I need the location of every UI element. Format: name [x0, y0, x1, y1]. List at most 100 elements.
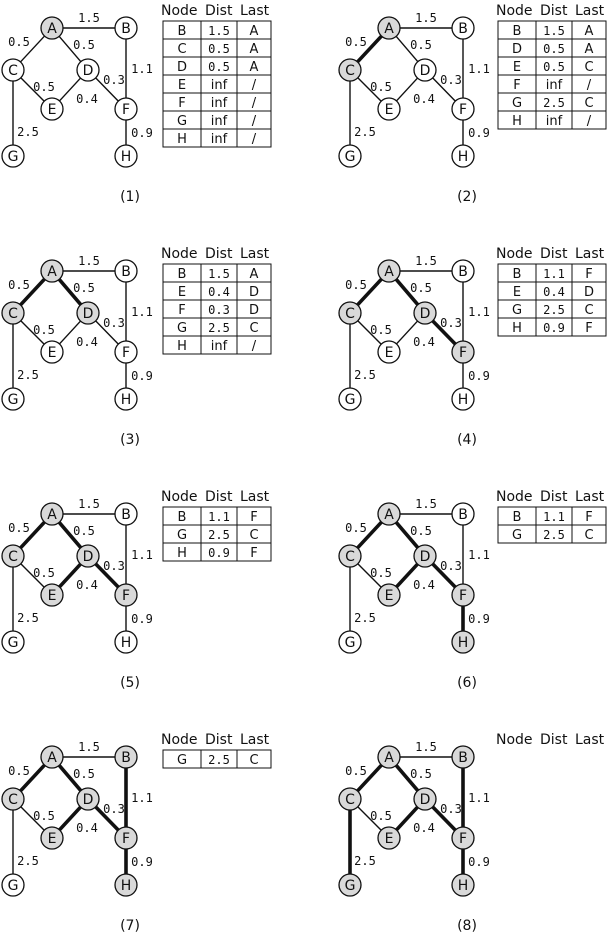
cell-last: / [252, 339, 257, 354]
node-H [451, 387, 475, 411]
edge-weight-F-H: 0.9 [468, 612, 490, 626]
edge-weight-C-E: 0.5 [33, 809, 55, 823]
node-label-G: G [8, 149, 19, 165]
edge-weight-C-E: 0.5 [370, 566, 392, 580]
cell-last: F [585, 510, 592, 525]
node-B-visited [451, 745, 475, 769]
cell-node: D [177, 60, 187, 75]
cell-dist: 0.9 [208, 546, 230, 560]
edge-weight-A-D: 0.5 [410, 281, 432, 295]
node-label-A: A [384, 264, 394, 280]
edge-weight-C-E: 0.5 [370, 323, 392, 337]
edge-weight-A-B: 1.5 [78, 740, 100, 754]
edge-weight-C-G: 2.5 [17, 854, 39, 868]
edge-D-E [395, 77, 419, 102]
cell-dist: inf [211, 132, 228, 147]
cell-node: G [177, 528, 187, 543]
node-F-visited [114, 826, 138, 850]
node-C-visited [338, 787, 362, 811]
edge-weight-D-E: 0.4 [76, 335, 98, 349]
node-label-G: G [8, 878, 19, 894]
node-label-H: H [121, 635, 132, 651]
node-label-F: F [122, 588, 130, 604]
edge-weight-A-C: 0.5 [8, 764, 30, 778]
table-header-dist: Dist [540, 3, 568, 19]
cell-node: F [513, 78, 520, 93]
tree-edge-A-D [394, 764, 420, 792]
edge-weight-B-F: 1.1 [131, 548, 153, 562]
tree-edge-A-C [356, 520, 383, 550]
edge-weight-D-F: 0.3 [440, 559, 462, 573]
node-label-B: B [458, 507, 468, 523]
table-header-last: Last [240, 246, 270, 262]
table-header-node: Node [161, 489, 198, 505]
edge-weight-F-H: 0.9 [131, 126, 153, 140]
node-E-visited [377, 583, 401, 607]
cell-node: G [177, 321, 187, 336]
edge-weight-A-D: 0.5 [410, 524, 432, 538]
edge-D-E [395, 320, 419, 345]
cell-last: A [250, 42, 259, 57]
edge-weight-B-F: 1.1 [468, 548, 490, 562]
table-header-last: Last [240, 3, 270, 19]
node-G [1, 144, 25, 168]
edge-weight-F-H: 0.9 [468, 855, 490, 869]
cell-node: H [512, 114, 522, 129]
cell-last: F [585, 321, 592, 336]
step-caption: (5) [120, 675, 140, 691]
node-label-H: H [458, 878, 469, 894]
node-G [1, 630, 25, 654]
cell-last: / [252, 78, 257, 93]
edge-C-E [20, 320, 45, 345]
edge-weight-A-B: 1.5 [415, 11, 437, 25]
node-G [338, 630, 362, 654]
cell-last: F [585, 267, 592, 282]
cell-node: D [512, 42, 522, 57]
edge-C-E [357, 320, 382, 345]
edge-weight-B-F: 1.1 [131, 305, 153, 319]
cell-last: A [250, 60, 259, 75]
cell-last: C [249, 321, 258, 336]
table-header-node: Node [161, 246, 198, 262]
edge-weight-C-E: 0.5 [370, 809, 392, 823]
edge-weight-A-B: 1.5 [78, 254, 100, 268]
step-panel-4: 1.50.5 0.50.52.50.40.31.10.9A BC DE FG H(4)No… [338, 246, 607, 448]
node-B [451, 16, 475, 40]
step-panel-2: 1.50.5 0.50.52.50.40.31.10.9A BC DE FG H(2)No… [338, 3, 607, 205]
edge-D-F [95, 77, 119, 102]
node-label-D: D [83, 306, 94, 322]
edge-weight-A-D: 0.5 [410, 38, 432, 52]
cell-node: B [178, 267, 187, 282]
node-label-F: F [459, 831, 467, 847]
edge-C-E [20, 563, 45, 588]
node-label-E: E [385, 588, 394, 604]
edge-weight-F-H: 0.9 [131, 612, 153, 626]
node-C [1, 58, 25, 82]
node-label-H: H [121, 149, 132, 165]
node-H [114, 387, 138, 411]
node-label-H: H [458, 392, 469, 408]
node-label-H: H [458, 635, 469, 651]
tree-edge-A-C [356, 763, 383, 793]
node-label-B: B [121, 264, 131, 280]
edge-weight-B-F: 1.1 [468, 62, 490, 76]
edge-weight-D-E: 0.4 [413, 821, 435, 835]
cell-last: D [249, 285, 259, 300]
edge-C-E [357, 563, 382, 588]
node-label-E: E [385, 102, 394, 118]
tree-edge-A-C [19, 763, 46, 793]
cell-last: A [585, 42, 594, 57]
node-E-visited [377, 826, 401, 850]
tree-edge-A-D [57, 278, 83, 306]
edge-weight-C-E: 0.5 [33, 323, 55, 337]
table-header-dist: Dist [205, 732, 233, 748]
node-F-visited [114, 583, 138, 607]
node-F [114, 340, 138, 364]
step-caption: (2) [457, 189, 477, 205]
node-label-B: B [458, 264, 468, 280]
node-label-B: B [121, 507, 131, 523]
node-label-H: H [458, 149, 469, 165]
edge-weight-B-F: 1.1 [131, 791, 153, 805]
edge-weight-C-G: 2.5 [354, 854, 376, 868]
